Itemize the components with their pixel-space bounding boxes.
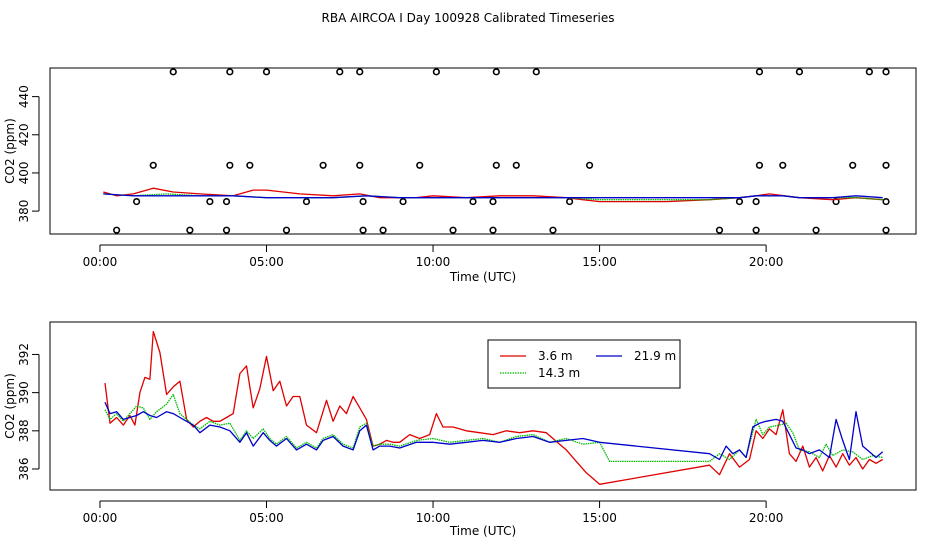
flag-point (865, 68, 873, 76)
flag-point (795, 68, 804, 76)
flag-point (432, 68, 440, 76)
flag-point (882, 68, 890, 76)
flag-point (262, 68, 271, 76)
top-series-21.9m (103, 193, 883, 199)
bottom-plot-frame (49, 321, 917, 491)
flag-point (222, 197, 231, 206)
flag-point (282, 226, 291, 234)
bottom-x-tick-label: 00:00 (83, 511, 118, 525)
legend-label-21.9m: 21.9 m (634, 349, 676, 363)
top-plot-frame (49, 67, 917, 235)
flag-point (359, 197, 367, 206)
flag-point (755, 161, 764, 169)
bottom-series-21.9m (104, 401, 884, 461)
legend-label-14.3m: 14.3 m (538, 366, 580, 380)
flag-point (226, 68, 234, 76)
flag-point (585, 161, 594, 169)
flag-point (779, 161, 787, 169)
top-y-axis-label: CO2 (ppm) (3, 118, 17, 184)
flag-point (222, 226, 231, 234)
flag-point (186, 226, 194, 234)
legend-label-3.6m: 3.6 m (538, 349, 573, 363)
bottom-x-axis: 00:00 05:00 10:00 15:00 20:00 (83, 500, 784, 525)
flag-point (492, 68, 500, 76)
top-y-axis: 380 400 420 440 (17, 85, 40, 223)
bottom-y-tick-label: 392 (17, 343, 31, 366)
top-x-tick-label: 00:00 (83, 255, 118, 269)
flag-point (532, 68, 540, 76)
flag-point (565, 197, 574, 206)
top-x-tick-label: 05:00 (249, 255, 284, 269)
flag-point (812, 226, 820, 234)
flag-point (206, 197, 214, 206)
top-y-tick-label: 380 (17, 200, 31, 223)
figure-title: RBA AIRCOA I Day 100928 Calibrated Times… (322, 11, 615, 25)
bottom-y-axis-label: CO2 (ppm) (3, 373, 17, 439)
bottom-y-axis: 386 388 390 392 (17, 343, 40, 481)
flag-point (849, 161, 857, 169)
bottom-x-tick-label: 05:00 (249, 511, 284, 525)
flag-point (169, 68, 177, 76)
top-panel: 00:00 05:00 10:00 15:00 20:00 380 400 420 440 T… (3, 67, 917, 284)
flag-point (549, 226, 557, 234)
flag-point (715, 226, 724, 234)
flag-point (356, 68, 364, 76)
top-y-tick-label: 440 (17, 85, 31, 108)
flag-point (755, 68, 764, 76)
flag-point (319, 161, 327, 169)
flag-point (882, 197, 890, 206)
flag-point (379, 226, 387, 234)
top-x-axis-label: Time (UTC) (449, 270, 516, 284)
flag-point (449, 226, 457, 234)
flag-point (226, 161, 234, 169)
flag-point (735, 197, 744, 206)
bottom-series-lines (104, 330, 884, 485)
flag-point (492, 161, 500, 169)
legend: 3.6 m 21.9 m 14.3 m (487, 339, 681, 389)
flag-point (359, 226, 367, 234)
bottom-y-tick-label: 390 (17, 381, 31, 404)
top-x-tick-label: 10:00 (416, 255, 451, 269)
top-x-tick-label: 20:00 (749, 255, 784, 269)
top-series-3.6m (103, 187, 883, 203)
bottom-x-axis-label: Time (UTC) (449, 524, 516, 538)
top-series-lines (103, 187, 883, 203)
flag-point (416, 161, 424, 169)
flag-point (302, 197, 311, 206)
flag-point (469, 197, 477, 206)
flag-point (512, 161, 520, 169)
flag-point (149, 161, 157, 169)
bottom-panel: 00:00 05:00 10:00 15:00 20:00 386 388 390 392 T… (3, 321, 917, 538)
flag-point (882, 161, 890, 169)
bottom-series-14.3m (104, 393, 883, 463)
flag-point (356, 161, 364, 169)
flag-point (133, 197, 141, 206)
top-x-axis: 00:00 05:00 10:00 15:00 20:00 (83, 244, 784, 269)
bottom-y-tick-label: 386 (17, 458, 31, 481)
top-y-tick-label: 400 (17, 161, 31, 184)
top-flag-points (113, 68, 890, 234)
flag-point (489, 226, 497, 234)
bottom-x-tick-label: 15:00 (582, 511, 617, 525)
flag-point (246, 161, 254, 169)
flag-point (336, 68, 344, 76)
top-y-tick-label: 420 (17, 123, 31, 146)
flag-point (489, 197, 497, 206)
flag-point (399, 197, 407, 206)
flag-point (752, 197, 760, 206)
bottom-x-tick-label: 20:00 (749, 511, 784, 525)
bottom-x-tick-label: 10:00 (416, 511, 451, 525)
legend-box (487, 339, 681, 389)
bottom-y-tick-label: 388 (17, 419, 31, 442)
flag-point (882, 226, 890, 234)
top-x-tick-label: 15:00 (582, 255, 617, 269)
flag-point (752, 226, 760, 234)
flag-point (113, 226, 121, 234)
